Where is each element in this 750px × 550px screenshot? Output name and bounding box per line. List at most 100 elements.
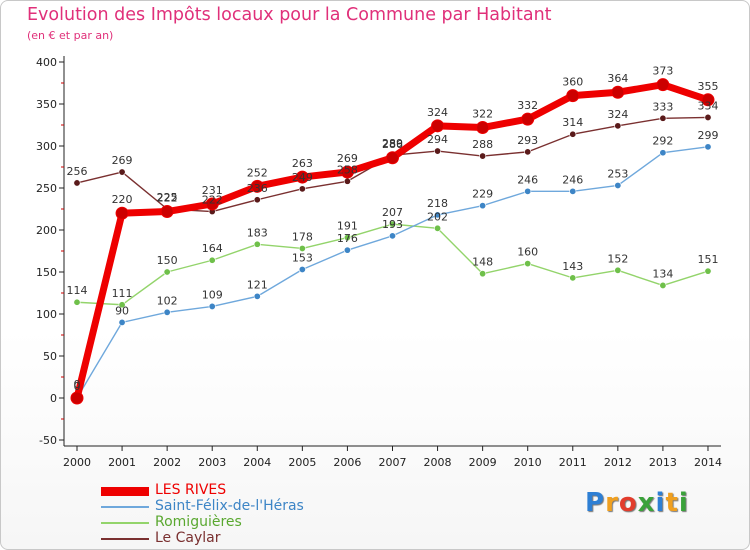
series-point-0 <box>295 170 309 184</box>
y-tick-label: 50 <box>43 350 57 363</box>
data-label-1: 90 <box>115 304 129 317</box>
data-label-2: 207 <box>382 206 403 219</box>
data-label-2: 160 <box>517 246 538 259</box>
legend-swatch-saint-felix <box>101 506 149 508</box>
series-point-1 <box>659 149 667 157</box>
series-lines <box>70 78 715 405</box>
series-point-1 <box>569 187 577 195</box>
x-tick-label: 2014 <box>694 456 722 469</box>
series-point-2 <box>73 298 81 306</box>
data-label-1: 193 <box>382 218 403 231</box>
data-label-1: 153 <box>292 251 313 264</box>
legend-swatch-le-caylar <box>101 538 149 540</box>
series-point-2 <box>163 268 171 276</box>
data-label-1: 253 <box>607 167 628 180</box>
y-tick-label: -50 <box>39 434 57 447</box>
data-label-2: 150 <box>157 254 178 267</box>
data-label-1: 246 <box>562 173 583 186</box>
x-tick-label: 2008 <box>424 456 452 469</box>
data-label-2: 152 <box>607 252 628 265</box>
data-label-1: 109 <box>202 288 223 301</box>
series-point-2 <box>208 256 216 264</box>
series-point-3 <box>298 185 306 193</box>
y-tick-label: 300 <box>36 140 57 153</box>
data-label-3: 269 <box>112 154 133 167</box>
series-point-3 <box>118 168 126 176</box>
legend-label-les-rives: LES RIVES <box>155 482 227 498</box>
y-tick-label: 100 <box>36 308 57 321</box>
series-point-0 <box>521 112 535 126</box>
data-label-0: 0 <box>74 378 81 391</box>
series-point-2 <box>524 260 532 268</box>
data-label-0: 332 <box>517 99 538 112</box>
data-label-2: 178 <box>292 230 313 243</box>
series-point-3 <box>614 122 622 130</box>
series-point-3 <box>524 148 532 156</box>
data-label-0: 355 <box>697 80 718 93</box>
series-point-1 <box>253 292 261 300</box>
legend-label-le-caylar: Le Caylar <box>155 530 221 546</box>
chart-subtitle: (en € et par an) <box>27 29 114 42</box>
data-label-0: 220 <box>112 193 133 206</box>
data-label-0: 231 <box>202 184 223 197</box>
series-point-0 <box>566 89 580 103</box>
series-point-2 <box>479 270 487 278</box>
series-point-0 <box>250 179 264 193</box>
series-point-0 <box>476 121 490 135</box>
series-point-3 <box>343 177 351 185</box>
data-label-2: 148 <box>472 256 493 269</box>
series-line-1 <box>76 146 709 399</box>
data-label-1: 0 <box>74 380 81 393</box>
data-label-3: 288 <box>472 138 493 151</box>
data-label-1: 229 <box>472 188 493 201</box>
series-point-0 <box>160 205 174 219</box>
data-label-3: 324 <box>607 108 628 121</box>
series-point-0 <box>340 165 354 179</box>
series-point-0 <box>385 151 399 165</box>
series-point-0 <box>431 119 445 133</box>
series-point-2 <box>298 244 306 252</box>
logo-letter: o <box>618 488 638 518</box>
x-tick-label: 2009 <box>469 456 497 469</box>
series-point-1 <box>343 246 351 254</box>
series-point-2 <box>118 301 126 309</box>
data-label-2: 191 <box>337 220 358 233</box>
data-label-2: 164 <box>202 242 223 255</box>
data-label-3: 314 <box>562 116 583 129</box>
data-label-3: 334 <box>697 99 718 112</box>
series-point-1 <box>524 187 532 195</box>
data-label-1: 246 <box>517 173 538 186</box>
series-point-2 <box>659 281 667 289</box>
logo-letter: i <box>655 488 666 518</box>
data-label-2: 143 <box>562 260 583 273</box>
series-point-2 <box>569 274 577 282</box>
y-tick-label: 250 <box>36 182 57 195</box>
series-point-2 <box>343 234 351 242</box>
series-point-3 <box>434 147 442 155</box>
x-tick-label: 2002 <box>153 456 181 469</box>
logo-letter: i <box>678 488 689 518</box>
x-tick-label: 2010 <box>514 456 542 469</box>
data-label-1: 292 <box>652 135 673 148</box>
series-point-2 <box>253 240 261 248</box>
legend-label-saint-felix: Saint-Félix-de-l'Héras <box>155 498 304 514</box>
series-point-1 <box>208 302 216 310</box>
data-label-2: 151 <box>697 253 718 266</box>
series-point-3 <box>479 152 487 160</box>
data-label-0: 252 <box>247 166 268 179</box>
data-label-1: 102 <box>157 294 178 307</box>
series-point-1 <box>298 265 306 273</box>
series-line-0 <box>73 81 712 402</box>
y-tick-label: 350 <box>36 98 57 111</box>
x-tick-label: 2007 <box>378 456 406 469</box>
data-label-0: 324 <box>427 106 448 119</box>
data-label-0: 360 <box>562 76 583 89</box>
series-point-0 <box>205 197 219 211</box>
data-label-0: 373 <box>652 65 673 78</box>
x-tick-label: 2000 <box>63 456 91 469</box>
series-point-1 <box>388 232 396 240</box>
series-point-0 <box>115 206 129 220</box>
x-tick-label: 2006 <box>333 456 361 469</box>
series-point-1 <box>704 143 712 151</box>
